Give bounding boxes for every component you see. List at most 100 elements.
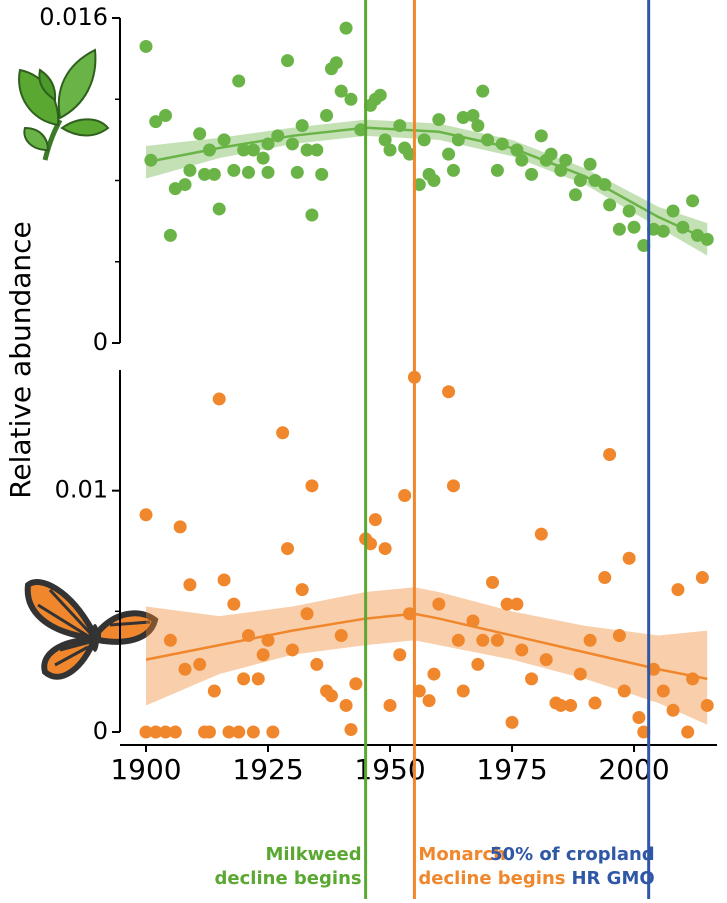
point [168,725,182,739]
point [378,542,392,556]
point [681,725,695,739]
y-axis-label: Relative abundance [4,221,37,499]
point [320,109,334,122]
point [354,123,368,137]
point [212,392,226,406]
point [368,513,382,527]
point [217,573,231,587]
point [564,698,578,712]
point [173,520,187,534]
fit-line [145,612,708,681]
point [139,725,153,739]
point [573,667,587,681]
point [471,657,485,671]
point [622,551,636,565]
point [422,694,436,708]
point [403,607,417,621]
point [412,178,426,192]
point [212,202,226,216]
point [261,137,275,151]
point [505,715,519,729]
point [554,163,568,177]
point [295,119,309,133]
point [198,167,212,181]
point [632,711,646,725]
point [378,133,392,147]
point [139,39,153,53]
confidence-band [146,587,708,725]
point [622,204,636,218]
annotation-label: decline begins [418,868,565,889]
point [246,143,260,157]
point [510,597,524,611]
point [647,662,661,676]
point [690,228,704,242]
point [295,583,309,597]
point [515,643,529,657]
point [139,508,153,522]
point [300,607,314,621]
point [588,696,602,710]
point [305,479,319,493]
point [583,633,597,647]
annotation-label: Monarch [418,844,506,865]
point [471,119,485,133]
point [334,84,348,98]
point [603,198,617,212]
point [393,648,407,662]
monarch-icon [24,579,159,680]
point [256,648,270,662]
point [241,165,255,179]
point [315,167,329,181]
point [266,725,280,739]
point [510,143,524,157]
point [149,725,163,739]
point [666,204,680,218]
point [339,21,353,35]
point [178,662,192,676]
point [481,133,495,147]
point [217,133,231,147]
point [686,194,700,208]
annotation-label: 50% of cropland [490,844,655,865]
point [227,163,241,177]
point [432,597,446,611]
y-tick-label: 0.01 [55,476,108,504]
point [344,723,358,737]
point [573,174,587,187]
point [310,143,324,157]
point [476,633,490,647]
x-tick-label: 1975 [476,753,547,786]
point [676,220,690,234]
point [256,151,270,165]
point [515,153,529,167]
point [451,633,465,647]
point [700,232,714,246]
point [500,597,514,611]
point [442,385,456,399]
point [339,698,353,712]
point [695,571,709,585]
point [466,109,480,122]
point [617,684,631,698]
point [598,571,612,585]
point [232,725,246,739]
point [612,222,626,236]
point [232,74,246,88]
point [310,657,324,671]
point [383,143,397,157]
point [476,84,490,98]
point [241,628,255,642]
point [525,672,539,686]
point [656,684,670,698]
point [363,537,377,551]
point [222,725,236,739]
point [285,137,299,151]
point [237,672,251,686]
point [237,143,251,157]
point [583,157,597,171]
point [168,182,182,196]
point [486,575,500,589]
point [227,597,241,611]
